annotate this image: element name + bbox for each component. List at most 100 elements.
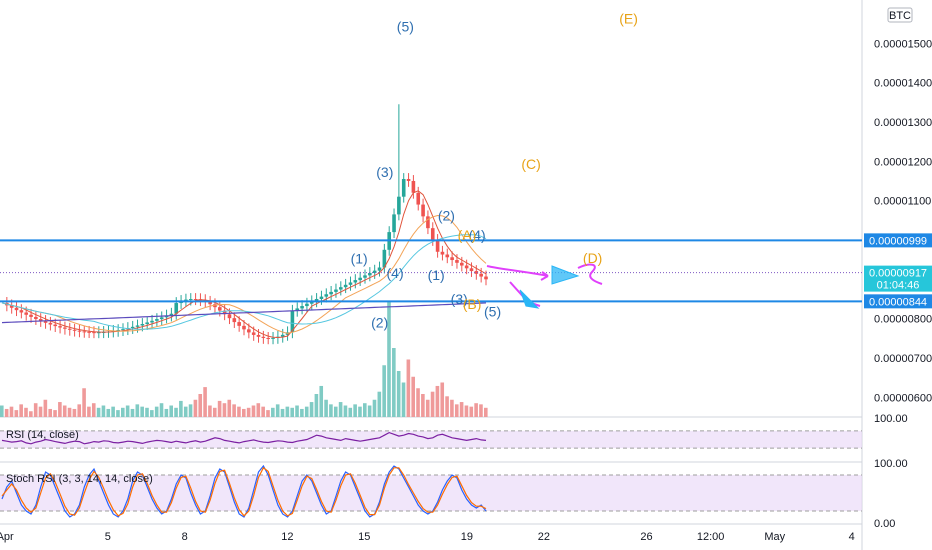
price-box	[864, 233, 932, 248]
candle-body	[48, 322, 53, 325]
volume-bar	[387, 302, 391, 417]
volume-bar	[154, 406, 159, 417]
horizontal-levels[interactable]	[0, 239, 862, 303]
volume-bar	[275, 404, 280, 417]
stoch-d-line	[1, 466, 487, 517]
price-tick-label: 0.00001100	[874, 196, 931, 208]
currency-badge[interactable]	[887, 7, 913, 23]
candle-body	[213, 304, 217, 308]
volume-bar	[125, 405, 130, 417]
volume-bar	[29, 411, 33, 417]
candle-body	[484, 276, 488, 280]
volume-bar	[377, 391, 382, 417]
annotation-stroke[interactable]	[577, 263, 603, 285]
volume-bar	[111, 406, 115, 417]
volume-bar	[9, 406, 14, 417]
wave-label-blue: (5)	[397, 18, 414, 34]
volume-bar	[329, 404, 333, 417]
price-box	[864, 265, 932, 280]
volume-bar	[484, 407, 488, 417]
volume-bar	[77, 404, 82, 417]
volume-bar	[164, 408, 169, 417]
volume-bar	[62, 405, 67, 417]
candle-body	[87, 331, 91, 333]
ma-mid-line	[1, 214, 487, 334]
volume-bar	[58, 402, 62, 417]
annotation-stroke[interactable]	[540, 271, 549, 281]
wave-label-blue: (3)	[376, 164, 393, 180]
volume-bar	[353, 404, 357, 417]
time-tick-label: 8	[182, 531, 188, 543]
price-tick-label: 0.00000800	[874, 314, 932, 326]
candle-body	[67, 328, 72, 330]
candle-body	[343, 284, 348, 288]
candle-body	[324, 294, 329, 297]
volume-bar	[208, 405, 212, 417]
volume-bar	[285, 406, 290, 417]
candle-body	[135, 325, 140, 327]
volume-bar	[198, 394, 203, 417]
candle-body	[19, 310, 24, 313]
rsi-line	[1, 431, 487, 445]
volume-bar	[193, 399, 198, 417]
rsi-label[interactable]: RSI (14, close)	[6, 429, 79, 441]
candles	[5, 104, 488, 345]
volume-bar	[435, 385, 440, 417]
candle-body	[397, 196, 401, 215]
volume-bar	[416, 388, 420, 417]
time-tick-label: 4	[849, 531, 855, 543]
candle-body	[251, 332, 256, 335]
volume-bar	[96, 407, 101, 417]
price-box-label: 01:04:46	[877, 280, 920, 292]
volume-bar	[121, 407, 125, 417]
arrow-shape[interactable]	[519, 289, 540, 309]
volume-bar	[106, 408, 111, 417]
candle-body	[305, 303, 309, 307]
time-axis: Apr 5 8 12 15 19 22 26 12:00 May 4	[0, 531, 855, 543]
volume-bar	[271, 407, 275, 417]
volume-bar	[101, 405, 106, 417]
volume-bar	[450, 399, 454, 417]
candle-body	[9, 305, 14, 308]
candle-body	[430, 228, 435, 240]
candle-body	[339, 287, 343, 290]
candle-body	[188, 299, 193, 301]
time-tick-label: 12	[281, 531, 293, 543]
volume-bar	[445, 396, 449, 417]
candle-body	[256, 334, 261, 337]
arrow-shape[interactable]	[551, 265, 580, 285]
drawings[interactable]	[486, 263, 603, 309]
candle-body	[358, 277, 362, 281]
volume-bar	[401, 382, 406, 417]
price-tick-label: 0.00001500	[874, 38, 932, 50]
candle-body	[421, 204, 425, 217]
time-tick-label: 19	[461, 531, 473, 543]
candle-body	[372, 270, 377, 274]
volume-bar	[232, 404, 236, 417]
candle-body	[314, 298, 319, 302]
ma-slow-line	[1, 234, 487, 330]
volume-bar	[479, 404, 483, 417]
volume-bar	[396, 371, 401, 417]
wave-label-orange: (B)	[463, 296, 482, 312]
volume-bar	[0, 405, 4, 417]
candle-body	[130, 326, 135, 329]
candle-body	[232, 318, 237, 323]
wave-label-blue: (3)	[451, 291, 468, 307]
candle-body	[29, 314, 33, 317]
candle-body	[77, 330, 82, 332]
ma-long-line	[1, 302, 487, 324]
annotation-stroke[interactable]	[486, 265, 549, 277]
volume-bar	[343, 405, 348, 417]
candle-body	[445, 254, 450, 258]
volume-bar	[430, 391, 435, 417]
wave-label-blue: (4)	[469, 227, 486, 243]
volume-bar	[382, 365, 386, 417]
stoch-rsi-label[interactable]: Stoch RSI (3, 3, 14, 14, close)	[6, 473, 153, 485]
volume-bar	[367, 405, 372, 417]
candle-body	[406, 178, 411, 181]
time-tick-label: 15	[358, 531, 370, 543]
volume-bar	[14, 410, 19, 417]
time-tick-label: 22	[538, 531, 550, 543]
